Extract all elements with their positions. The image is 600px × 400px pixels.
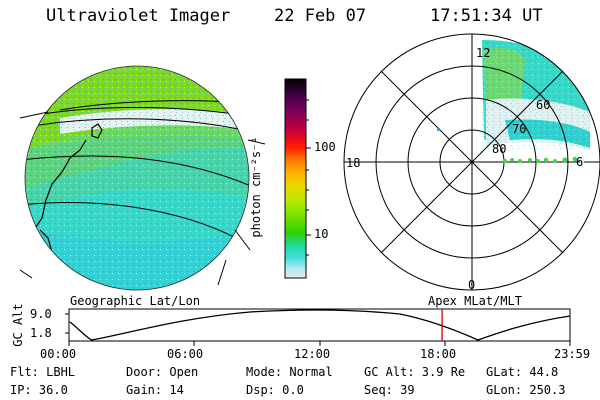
earth-globe-image [19,65,266,291]
ip-value: IP: 36.0 [10,383,68,397]
date-label: 22 Feb 07 [274,6,367,26]
mode-value: Mode: Normal [246,365,333,379]
gc-alt-value: GC Alt: 3.9 Re [364,365,466,379]
app-title: Ultraviolet Imager [46,6,231,26]
mlt-label-0: 0 [468,278,476,292]
geographic-caption: Geographic Lat/Lon [70,294,201,308]
colorbar-tick-100: 100 [314,140,336,154]
glon-value: GLon: 250.3 [486,383,566,397]
mlat-label-60: 60 [536,98,551,112]
dsp-value: Dsp: 0.0 [246,383,304,397]
time-tick-2359: 23:59 [554,347,591,361]
glat-value: GLat: 44.8 [486,365,559,379]
door-status: Door: Open [126,365,199,379]
colorbar-unit-label: photon cm⁻²s⁻¹ [249,136,263,238]
time-tick-1800: 18:00 [420,347,457,361]
colorbar-tick-10: 10 [314,227,329,241]
time-tick-1200: 12:00 [294,347,331,361]
gain-value: Gain: 14 [126,383,184,397]
apex-caption: Apex MLat/MLT [428,294,522,308]
time-label: 17:51:34 UT [430,6,543,26]
mlt-label-18: 18 [346,156,361,170]
alt-tick-1-8: 1.8 [30,326,52,340]
mlt-label-12: 12 [476,46,491,60]
alt-tick-9: 9.0 [30,307,52,321]
time-tick-0600: 06:00 [167,347,204,361]
mlt-label-6: 6 [576,155,584,169]
color-scale-bar [284,78,311,279]
polar-mlt-plot [343,33,600,291]
mlat-label-80: 80 [492,142,507,156]
gc-alt-axis-label: GC Alt [11,303,25,347]
seq-value: Seq: 39 [364,383,415,397]
mlat-label-70: 70 [512,122,527,136]
altitude-plot [65,308,571,346]
time-tick-0000: 00:00 [40,347,77,361]
flight-filter: Flt: LBHL [10,365,76,379]
